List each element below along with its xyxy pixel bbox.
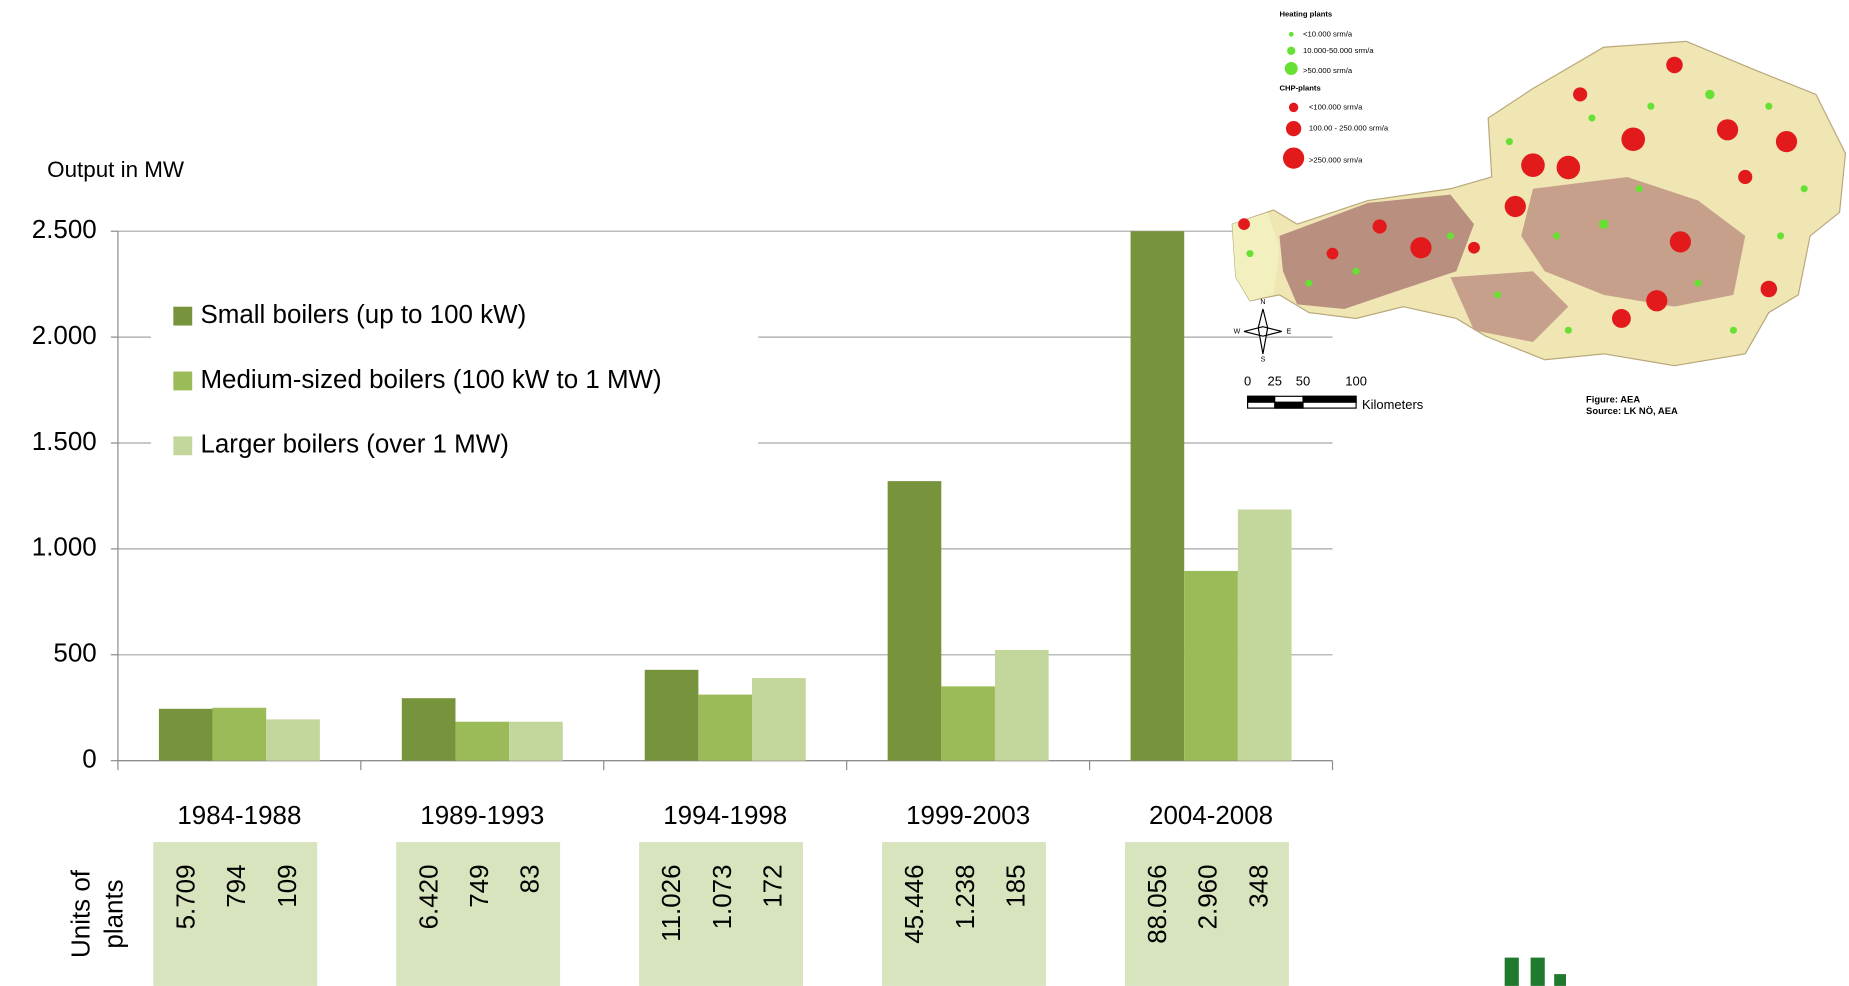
units-value: 794 (223, 864, 251, 907)
units-value: 5.709 (172, 864, 200, 929)
bar (1130, 231, 1185, 761)
bar (509, 721, 563, 761)
compass-label: E (1287, 328, 1292, 335)
units-value: 749 (466, 864, 494, 907)
y-tick-label: 1.500 (32, 428, 97, 456)
map-region (1450, 271, 1569, 343)
legend-swatch (173, 306, 193, 326)
units-value: 83 (517, 864, 545, 893)
units-value: 6.420 (415, 864, 443, 929)
bar (212, 707, 267, 761)
map-legend-entry: 100.00 - 250.000 srm/a (1309, 124, 1389, 133)
bar (266, 719, 320, 761)
y-tick-label: 2.000 (32, 322, 97, 350)
units-value: 348 (1245, 864, 1273, 907)
x-tick-label: 1989-1993 (420, 802, 544, 830)
y-tick-label: 1.000 (32, 534, 97, 562)
bar (158, 708, 213, 761)
map-legend-swatch (1284, 61, 1298, 75)
units-value: 1.238 (952, 864, 980, 929)
units-cell (153, 842, 318, 986)
units-cell (396, 842, 561, 986)
units-value: 1.073 (709, 864, 737, 929)
units-cell (639, 842, 804, 986)
bar (941, 686, 995, 761)
legend-swatch (173, 371, 193, 391)
compass: N W E S (1234, 299, 1292, 364)
scale-label: 50 (1296, 374, 1310, 389)
units-value: 172 (760, 864, 788, 907)
map-legend-swatch (1288, 31, 1294, 37)
units-cell (1124, 842, 1289, 986)
bar (401, 698, 456, 761)
legend-entry: Small boilers (up to 100 kW) (200, 301, 526, 329)
map-figure-credit: Figure: AEA (1586, 393, 1640, 404)
units-label: Units of (67, 869, 95, 958)
scale-unit: Kilometers (1362, 397, 1424, 412)
map-legend-swatch (1287, 46, 1296, 55)
map-region (1521, 176, 1746, 307)
bar (1184, 570, 1238, 761)
units-value: 109 (274, 864, 302, 907)
x-tick-label: 1984-1988 (177, 802, 301, 830)
legend-entry: Larger boilers (over 1 MW) (200, 431, 508, 459)
bar (752, 678, 806, 761)
legend-box (150, 288, 759, 466)
x-tick-label: 1999-2003 (906, 802, 1030, 830)
y-axis-title: Output in MW (47, 157, 185, 182)
x-tick-label: 1994-1998 (663, 802, 787, 830)
bar (887, 481, 942, 761)
y-tick-label: 500 (53, 640, 96, 668)
units-value: 11.026 (658, 864, 686, 941)
map-legend-entry: 10.000-50.000 srm/a (1303, 46, 1374, 55)
map-legend-entry: <10.000 srm/a (1303, 29, 1353, 38)
scale-bar (1247, 395, 1357, 409)
map-legend-swatch (1288, 102, 1299, 113)
map: Heating plants <10.000 srm/a 10.000-50.0… (1231, 9, 1847, 416)
map-chp-dots (1238, 56, 1798, 328)
compass-label: N (1260, 299, 1265, 306)
units-cell (882, 842, 1046, 986)
legend-swatch (173, 436, 193, 456)
map-region (1279, 194, 1475, 310)
scale-label: 25 (1268, 374, 1282, 389)
map-region (1232, 212, 1280, 301)
units-value: 45.446 (901, 864, 929, 943)
map-legend-title: Heating plants (1279, 9, 1332, 18)
map-legend-swatch (1285, 120, 1302, 137)
map-legend-title: CHP-plants (1279, 84, 1320, 93)
bar (1237, 509, 1292, 761)
scale-label: 0 (1244, 374, 1251, 389)
bar (644, 669, 699, 761)
logo (1504, 957, 1566, 986)
compass-label: W (1234, 328, 1241, 335)
map-legend-entry: >50.000 srm/a (1303, 66, 1353, 75)
units-label: plants (100, 879, 128, 948)
compass-label: S (1261, 357, 1266, 364)
units-value: 88.056 (1144, 864, 1172, 943)
map-source: Source: LK NÖ, AEA (1586, 405, 1678, 416)
units-value: 185 (1003, 864, 1031, 907)
map-legend-entry: <100.000 srm/a (1309, 102, 1363, 111)
x-tick-label: 2004-2008 (1149, 802, 1273, 830)
y-tick-label: 0 (82, 746, 96, 774)
units-value: 2.960 (1195, 864, 1223, 929)
bar (455, 721, 510, 761)
bar (698, 694, 753, 761)
scale-label: 100 (1345, 374, 1367, 389)
y-tick-label: 2.500 (32, 216, 97, 244)
map-legend-swatch (1282, 147, 1305, 169)
map-legend-entry: >250.000 srm/a (1309, 155, 1363, 164)
map-heating-dots (1246, 89, 1808, 334)
legend-entry: Medium-sized boilers (100 kW to 1 MW) (200, 366, 661, 394)
bar (994, 649, 1049, 761)
